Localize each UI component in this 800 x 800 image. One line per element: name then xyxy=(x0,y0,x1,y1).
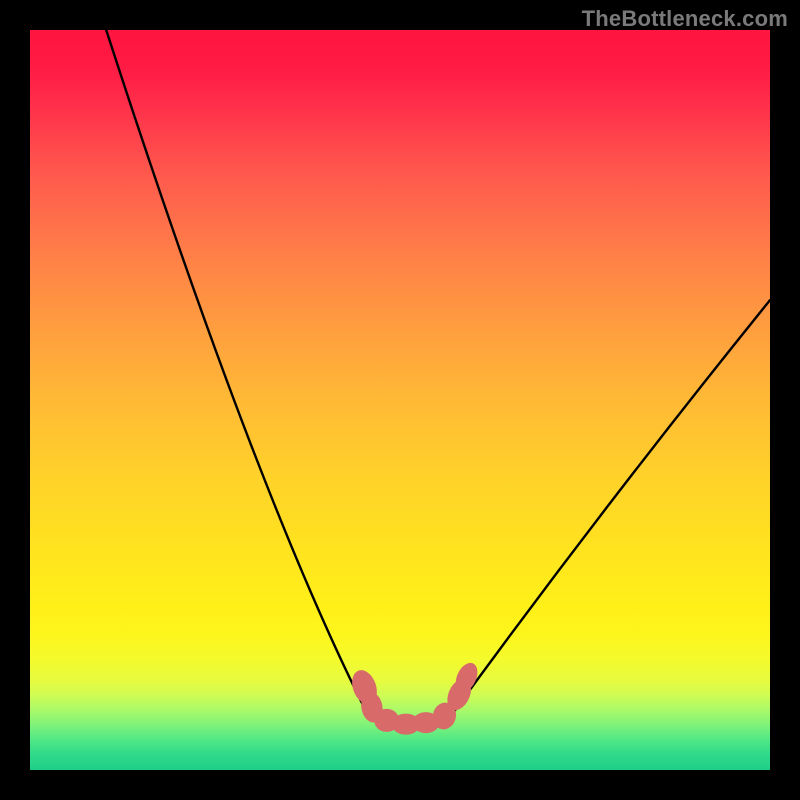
chart-frame: TheBottleneck.com xyxy=(0,0,800,800)
bottleneck-chart-svg xyxy=(0,0,800,800)
gradient-background xyxy=(30,30,770,770)
watermark-text: TheBottleneck.com xyxy=(582,6,788,32)
